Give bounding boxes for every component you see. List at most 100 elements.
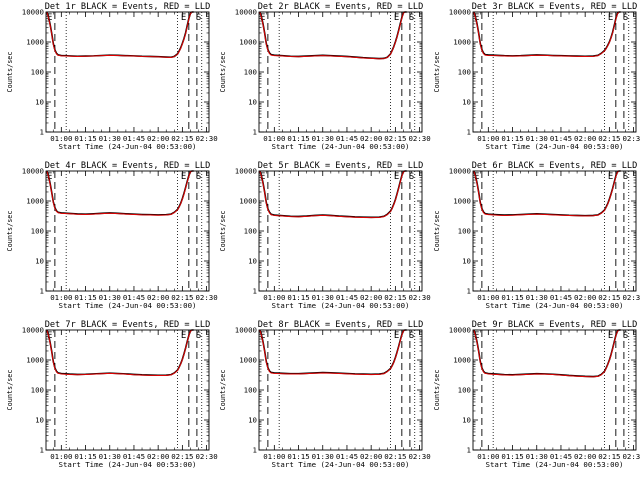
x-tick-label: 01:15 (74, 293, 96, 302)
plot-frame (258, 329, 423, 451)
events-series-line (259, 329, 407, 376)
x-tick-label: 01:15 (501, 452, 523, 461)
y-axis-label: Counts/sec (433, 211, 441, 252)
detector-panel-7: Det 7r BLACK = Events, RED = LLD 1 10 100 10… (6, 320, 218, 469)
x-tick-label: 01:45 (550, 134, 572, 143)
y-tick-label: 1000 (239, 197, 257, 206)
y-tick-label: 100 (244, 227, 257, 236)
x-tick-label: 01:00 (50, 452, 72, 461)
detector-panel-1: Det 1r BLACK = Events, RED = LLD 1 10 100 10… (6, 2, 218, 151)
y-tick-label: 1000 (239, 356, 257, 365)
x-tick-label: 02:30 (408, 452, 430, 461)
y-tick-label: 1 (253, 128, 257, 137)
lld-series-line (46, 11, 194, 58)
panel-title: Det 7r BLACK = Events, RED = LLD (45, 320, 211, 330)
panel-title: Det 9r BLACK = Events, RED = LLD (472, 320, 638, 330)
x-tick-label: 01:00 (263, 293, 285, 302)
x-tick-label: 02:00 (147, 293, 169, 302)
panel-title: Det 4r BLACK = Events, RED = LLD (45, 161, 211, 171)
x-axis-label: Start Time (24-Jun-04 00:53:00) (272, 460, 410, 469)
x-tick-label: 01:30 (526, 452, 548, 461)
event-marker-label: E (181, 172, 186, 182)
y-axis-label: Counts/sec (433, 370, 441, 411)
y-tick-label: 10000 (22, 167, 44, 176)
event-marker-label: E (608, 13, 613, 23)
event-marker-label: E (260, 172, 265, 182)
event-marker-label: E (608, 331, 613, 341)
x-axis-label: Start Time (24-Jun-04 00:53:00) (59, 460, 197, 469)
y-tick-label: 10000 (22, 326, 44, 335)
y-axis-label: Counts/sec (219, 211, 227, 252)
lld-series-line (46, 329, 194, 377)
y-axis-label: Counts/sec (433, 52, 441, 93)
y-tick-label: 10 (35, 257, 44, 266)
y-tick-label: 10000 (235, 326, 257, 335)
y-tick-label: 10 (35, 416, 44, 425)
plot-frame (258, 11, 423, 133)
x-tick-label: 01:30 (526, 293, 548, 302)
y-tick-label: 1 (40, 446, 44, 455)
lld-series-line (259, 329, 407, 376)
x-axis-label: Start Time (24-Jun-04 00:53:00) (486, 460, 624, 469)
x-tick-label: 02:30 (622, 293, 640, 302)
x-axis-label: Start Time (24-Jun-04 00:53:00) (486, 301, 624, 310)
y-axis-label: Counts/sec (6, 370, 14, 411)
y-tick-label: 1000 (453, 38, 471, 47)
detector-panel-6: Det 6r BLACK = Events, RED = LLD 1 10 100 10… (433, 161, 640, 310)
event-marker-label: E (474, 172, 479, 182)
y-tick-label: 1 (40, 128, 44, 137)
x-tick-label: 02:30 (195, 134, 217, 143)
detector-panel-5: Det 5r BLACK = Events, RED = LLD 1 10 100 10… (219, 161, 431, 310)
x-tick-label: 01:15 (501, 293, 523, 302)
event-marker-label: S (623, 331, 628, 341)
x-tick-label: 02:30 (622, 452, 640, 461)
x-tick-label: 02:15 (598, 452, 620, 461)
y-tick-label: 100 (458, 227, 471, 236)
events-series-line (259, 170, 407, 219)
x-tick-label: 02:00 (147, 452, 169, 461)
plot-frame (45, 170, 210, 292)
event-marker-label: E (47, 172, 52, 182)
x-tick-label: 02:15 (171, 452, 193, 461)
events-series-line (46, 329, 194, 377)
x-tick-label: 01:15 (287, 134, 309, 143)
x-tick-label: 01:45 (550, 452, 572, 461)
event-marker-label: S (196, 172, 201, 182)
plot-frame (472, 11, 637, 133)
event-marker-label: S (409, 331, 414, 341)
x-tick-label: 01:30 (312, 134, 334, 143)
x-tick-label: 02:00 (574, 452, 596, 461)
y-tick-label: 1 (253, 287, 257, 296)
event-marker-label: S (409, 13, 414, 23)
event-marker-label: E (608, 172, 613, 182)
event-marker-label: S (196, 13, 201, 23)
events-series-line (46, 11, 194, 59)
y-tick-label: 10 (462, 416, 471, 425)
y-tick-label: 1000 (453, 356, 471, 365)
detector-panel-8: Det 8r BLACK = Events, RED = LLD 1 10 100 10… (219, 320, 431, 469)
lld-series-line (473, 170, 621, 217)
x-tick-label: 01:15 (287, 452, 309, 461)
event-marker-label: E (394, 331, 399, 341)
panel-title: Det 1r BLACK = Events, RED = LLD (45, 2, 211, 12)
x-tick-label: 01:00 (477, 452, 499, 461)
y-tick-label: 100 (458, 386, 471, 395)
event-marker-label: E (474, 331, 479, 341)
y-tick-label: 1 (467, 287, 471, 296)
x-tick-label: 01:45 (123, 134, 145, 143)
plot-frame (472, 170, 637, 292)
events-series-line (46, 170, 194, 216)
x-tick-label: 01:30 (99, 452, 121, 461)
event-marker-label: E (394, 172, 399, 182)
x-tick-label: 01:00 (477, 293, 499, 302)
x-tick-label: 01:15 (74, 134, 96, 143)
y-tick-label: 10000 (235, 167, 257, 176)
event-marker-label: E (181, 13, 186, 23)
y-tick-label: 10000 (235, 8, 257, 17)
event-marker-label: E (181, 331, 186, 341)
y-tick-label: 10 (248, 257, 257, 266)
events-series-line (473, 170, 621, 217)
x-tick-label: 01:15 (501, 134, 523, 143)
y-axis-label: Counts/sec (6, 211, 14, 252)
